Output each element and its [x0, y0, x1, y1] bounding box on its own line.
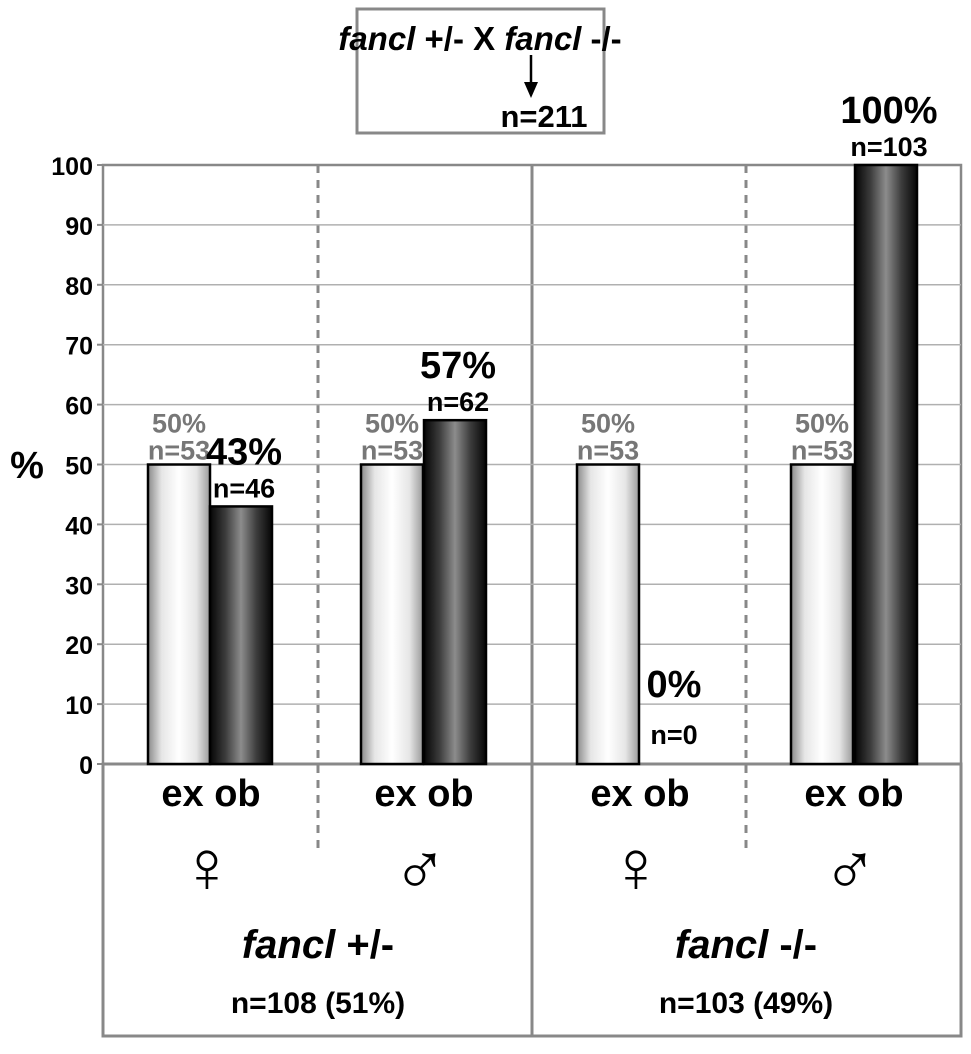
cross-header-box	[355, 7, 606, 135]
y-tick-label: 10	[65, 692, 93, 720]
cross-sign-a: +/- X	[415, 20, 504, 57]
observed-pct-label: 57%	[420, 345, 496, 387]
bar-expected	[146, 463, 212, 766]
cross-formula: fancl +/- X fancl -/-	[338, 20, 621, 57]
y-tick-label: 60	[65, 393, 93, 421]
y-tick-label: 30	[65, 572, 93, 600]
y-tick-label: 70	[65, 333, 93, 361]
female-symbol-icon: ♀	[179, 825, 235, 908]
y-tick-label: 50	[65, 453, 93, 481]
observed-n-label: n=46	[213, 473, 275, 503]
expected-pct-label: 50%	[365, 409, 419, 439]
genotype-label: fancl +/-	[242, 923, 394, 967]
y-tick-label: 40	[65, 512, 93, 540]
expected-pct-label: 50%	[581, 409, 635, 439]
genotype-n-label: n=108 (51%)	[231, 987, 405, 1020]
expected-pct-label: 50%	[795, 409, 849, 439]
bar-expected	[789, 463, 855, 766]
cross-header: fancl +/- X fancl -/- n=211	[338, 7, 622, 135]
cross-genotype-b: fancl	[504, 20, 582, 57]
male-symbol-icon: ♂	[392, 825, 448, 908]
bar-expected	[359, 463, 425, 766]
female-symbol-icon: ♀	[608, 825, 664, 908]
bar-label-layer: 50%n=5343%n=4650%n=5357%n=6250%n=530%n=0…	[148, 90, 938, 750]
bar-observed	[422, 418, 488, 766]
bar-observed	[208, 505, 274, 766]
genotype-name: fancl	[242, 923, 336, 967]
bar-key-label: ex ob	[804, 773, 903, 815]
bar-observed	[853, 163, 919, 766]
genotype-n-label: n=103 (49%)	[659, 987, 833, 1020]
cross-genotype-a: fancl	[338, 20, 416, 57]
cross-sign-b: -/-	[581, 20, 621, 57]
bar-layer	[146, 163, 919, 766]
bar-key-label: ex ob	[374, 773, 473, 815]
y-tick-label: 80	[65, 273, 93, 301]
genotype-name: fancl	[675, 923, 769, 967]
y-tick-labels: 0 10 20 30 40 50 60 70 80 90 100	[51, 153, 103, 780]
lower-panel: ex ob ♀ ex ob ♂ fancl +/- n=108 (51%) ex ob ♀ ex…	[161, 773, 903, 1020]
observed-n-label: n=103	[850, 132, 927, 162]
y-axis-label: %	[10, 445, 44, 487]
bar-expected	[575, 463, 641, 766]
genotype-label: fancl -/-	[675, 923, 817, 967]
cross-arrow-head	[524, 82, 538, 98]
expected-pct-label: 50%	[152, 409, 206, 439]
y-tick-label: 0	[79, 752, 93, 780]
y-tick-label: 20	[65, 632, 93, 660]
expected-n-label: n=53	[791, 436, 853, 466]
observed-n-label: n=0	[650, 720, 697, 750]
cross-total-n: n=211	[500, 99, 587, 134]
bar-key-label: ex ob	[590, 773, 689, 815]
y-tick-label: 100	[51, 153, 93, 181]
genotype-suffix: +/-	[335, 923, 394, 967]
genotype-suffix: -/-	[768, 923, 817, 967]
expected-n-label: n=53	[361, 436, 423, 466]
bar-key-label: ex ob	[161, 773, 260, 815]
male-symbol-icon: ♂	[822, 825, 878, 908]
observed-pct-label: 43%	[206, 431, 282, 473]
y-tick-label: 90	[65, 213, 93, 241]
expected-n-label: n=53	[148, 436, 210, 466]
observed-n-label: n=62	[427, 387, 489, 417]
expected-n-label: n=53	[577, 436, 639, 466]
observed-pct-label: 0%	[647, 664, 702, 706]
observed-pct-label: 100%	[840, 90, 937, 132]
